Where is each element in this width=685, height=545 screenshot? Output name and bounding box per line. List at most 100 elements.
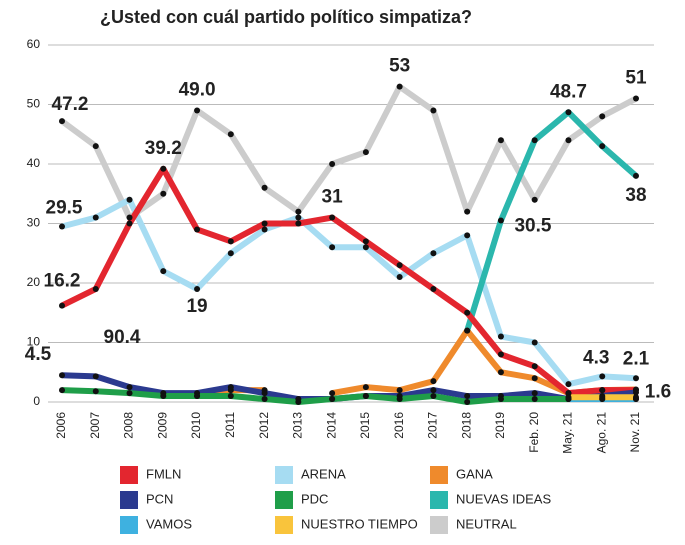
data-label: 53 bbox=[389, 56, 410, 77]
point bbox=[92, 373, 99, 380]
point bbox=[599, 143, 606, 150]
series-line bbox=[464, 109, 638, 332]
point bbox=[261, 184, 268, 191]
point bbox=[59, 302, 65, 309]
point bbox=[396, 262, 403, 269]
legend-swatch bbox=[275, 491, 293, 509]
x-tick-label: 2014 bbox=[324, 412, 338, 439]
point bbox=[633, 95, 639, 102]
chart-title: ¿Usted con cuál partido político simpati… bbox=[100, 7, 472, 27]
point bbox=[531, 396, 538, 403]
x-tick-label: Ago. 21 bbox=[594, 412, 608, 454]
legend-label: ARENA bbox=[301, 466, 346, 481]
data-label: 49.0 bbox=[179, 79, 216, 100]
point bbox=[430, 393, 437, 400]
point bbox=[497, 396, 504, 403]
legend-swatch bbox=[430, 491, 448, 509]
point bbox=[531, 196, 538, 203]
data-label: 38 bbox=[625, 185, 646, 206]
point bbox=[295, 220, 302, 227]
point bbox=[362, 149, 369, 156]
point bbox=[565, 381, 572, 388]
point bbox=[126, 196, 133, 203]
point bbox=[227, 393, 234, 400]
point bbox=[565, 390, 572, 397]
y-tick-label: 40 bbox=[27, 156, 41, 170]
data-label: 19 bbox=[186, 296, 207, 317]
data-label: 48.7 bbox=[550, 81, 587, 102]
point bbox=[497, 217, 504, 224]
point bbox=[430, 107, 437, 114]
point bbox=[126, 220, 133, 227]
point bbox=[59, 223, 65, 230]
point bbox=[295, 214, 302, 221]
point bbox=[362, 238, 369, 245]
x-tick-label: 2009 bbox=[155, 412, 169, 439]
point bbox=[126, 384, 133, 391]
point bbox=[599, 373, 606, 380]
legend-swatch bbox=[430, 466, 448, 484]
x-tick-label: 2008 bbox=[122, 412, 136, 439]
legend-swatch bbox=[120, 516, 138, 534]
data-label: 31 bbox=[322, 187, 344, 208]
point bbox=[497, 333, 504, 340]
point bbox=[227, 384, 234, 391]
point bbox=[497, 369, 504, 376]
data-label: 1.6 bbox=[645, 381, 671, 402]
point bbox=[329, 161, 336, 167]
legend-label: FMLN bbox=[146, 466, 181, 481]
series-line bbox=[60, 165, 636, 397]
point bbox=[261, 396, 268, 403]
point bbox=[599, 387, 606, 394]
point bbox=[261, 226, 268, 233]
legend-swatch bbox=[120, 466, 138, 484]
series-line bbox=[61, 387, 636, 405]
x-tick-label: Feb. 20 bbox=[527, 412, 541, 453]
x-tick-label: 2012 bbox=[257, 412, 271, 439]
point bbox=[194, 226, 201, 233]
point bbox=[295, 399, 302, 405]
data-label: 51 bbox=[625, 68, 647, 89]
point bbox=[194, 285, 201, 292]
legend-label: NUEVAS IDEAS bbox=[456, 491, 551, 506]
point bbox=[531, 363, 538, 370]
data-label: 4.5 bbox=[25, 344, 52, 365]
point bbox=[633, 394, 639, 401]
point bbox=[329, 390, 336, 397]
data-label: 2.1 bbox=[623, 349, 650, 370]
series-line bbox=[61, 196, 637, 388]
y-tick-label: 30 bbox=[27, 216, 41, 230]
point bbox=[531, 137, 538, 144]
point bbox=[464, 208, 471, 215]
point bbox=[362, 244, 369, 251]
y-tick-label: 10 bbox=[27, 335, 41, 349]
point bbox=[160, 268, 167, 275]
x-tick-label: 2010 bbox=[189, 412, 203, 439]
point bbox=[261, 220, 268, 227]
point bbox=[160, 393, 167, 400]
point bbox=[396, 83, 403, 90]
point bbox=[497, 351, 504, 358]
point bbox=[160, 190, 167, 197]
point bbox=[227, 250, 234, 257]
y-tick-label: 20 bbox=[27, 275, 41, 289]
point bbox=[194, 393, 201, 400]
point bbox=[329, 396, 336, 403]
point bbox=[92, 214, 99, 221]
legend-label: VAMOS bbox=[146, 516, 192, 531]
point bbox=[92, 388, 99, 395]
data-label: 47.2 bbox=[52, 94, 89, 115]
data-label: 4.3 bbox=[583, 347, 609, 368]
y-tick-label: 0 bbox=[33, 394, 40, 408]
point bbox=[565, 137, 572, 144]
point bbox=[194, 107, 201, 114]
point bbox=[464, 399, 471, 405]
point bbox=[599, 113, 606, 120]
point bbox=[633, 389, 639, 396]
legend-swatch bbox=[430, 516, 448, 534]
point bbox=[227, 131, 234, 138]
point bbox=[396, 396, 403, 403]
point bbox=[295, 208, 302, 215]
point bbox=[531, 375, 538, 382]
